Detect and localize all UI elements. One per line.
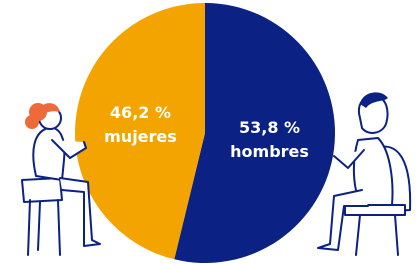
category-label: hombres	[230, 142, 309, 161]
chart: 53,8 % hombres 46,2 % mujeres	[0, 0, 419, 264]
category-label: mujeres	[104, 127, 177, 146]
value-label: 46,2 %	[110, 103, 171, 122]
value-label: 53,8 %	[239, 118, 300, 137]
